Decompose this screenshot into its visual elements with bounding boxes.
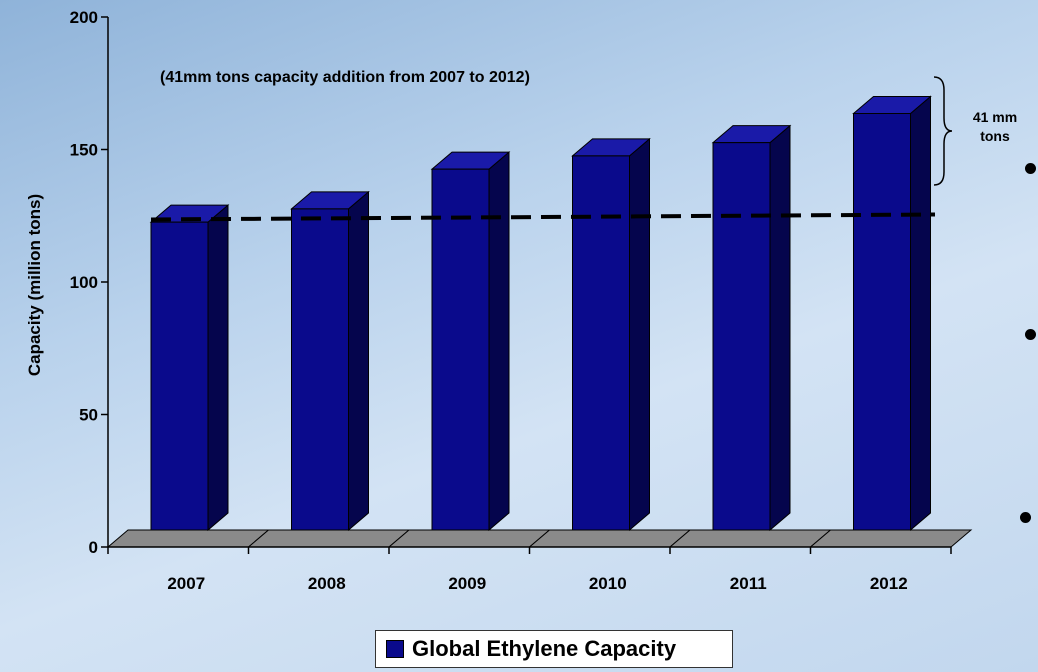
bar-side (488, 151, 510, 532)
x-tick-label: 2009 (448, 574, 486, 593)
floor-tile (809, 529, 973, 548)
x-tick-label: 2007 (167, 574, 205, 593)
floor-tile (247, 529, 411, 548)
floor-tile (387, 529, 551, 548)
bullet-marker (1025, 163, 1036, 174)
x-tick-label: 2011 (730, 574, 767, 593)
floor-tile (528, 529, 692, 548)
floor-tile (668, 529, 832, 548)
bar-front (150, 221, 209, 531)
reference-line-group (150, 212, 936, 222)
range-brace (933, 76, 953, 186)
chart-subtitle-note: (41mm tons capacity addition from 2007 t… (160, 69, 530, 86)
chart-floor (106, 529, 973, 548)
reference-line (150, 212, 936, 222)
x-tick-label: 2012 (870, 574, 908, 593)
bar (852, 95, 932, 532)
bar-front (431, 168, 490, 531)
bar-front (291, 208, 349, 531)
bullet-marker (1020, 512, 1031, 523)
y-tick-label: 200 (70, 8, 98, 27)
bar-side (629, 137, 650, 532)
y-axis-title: Capacity (million tons) (25, 194, 44, 376)
x-tick-label: 2008 (308, 574, 346, 593)
brace-label-line2: tons (980, 128, 1010, 144)
bar-side (207, 204, 229, 532)
bullet-marker (1025, 329, 1036, 340)
bar-side (910, 95, 931, 532)
legend-swatch (386, 640, 404, 658)
bar-side (769, 124, 791, 532)
bars (149, 95, 932, 532)
legend-label: Global Ethylene Capacity (412, 636, 677, 661)
bar (149, 204, 230, 532)
bar (430, 151, 511, 532)
y-tick-label: 100 (70, 273, 98, 292)
bar (571, 137, 651, 532)
bar-front (712, 142, 771, 531)
x-tick-label: 2010 (589, 574, 627, 593)
brace-label-line1: 41 mm (973, 109, 1017, 125)
legend: Global Ethylene Capacity (375, 630, 733, 668)
axes (101, 16, 952, 554)
y-tick-label: 50 (79, 406, 98, 425)
floor-tile (106, 529, 270, 548)
y-tick-label: 150 (70, 141, 98, 160)
bar (711, 124, 792, 532)
bar (290, 190, 370, 532)
bar-side (348, 190, 369, 532)
bar-front (572, 155, 630, 531)
bar-front (853, 113, 911, 531)
y-tick-label: 0 (89, 538, 98, 557)
tick-labels: 0 50 100 150 200 2007 2008 2009 2010 2011 2012 (70, 8, 908, 593)
